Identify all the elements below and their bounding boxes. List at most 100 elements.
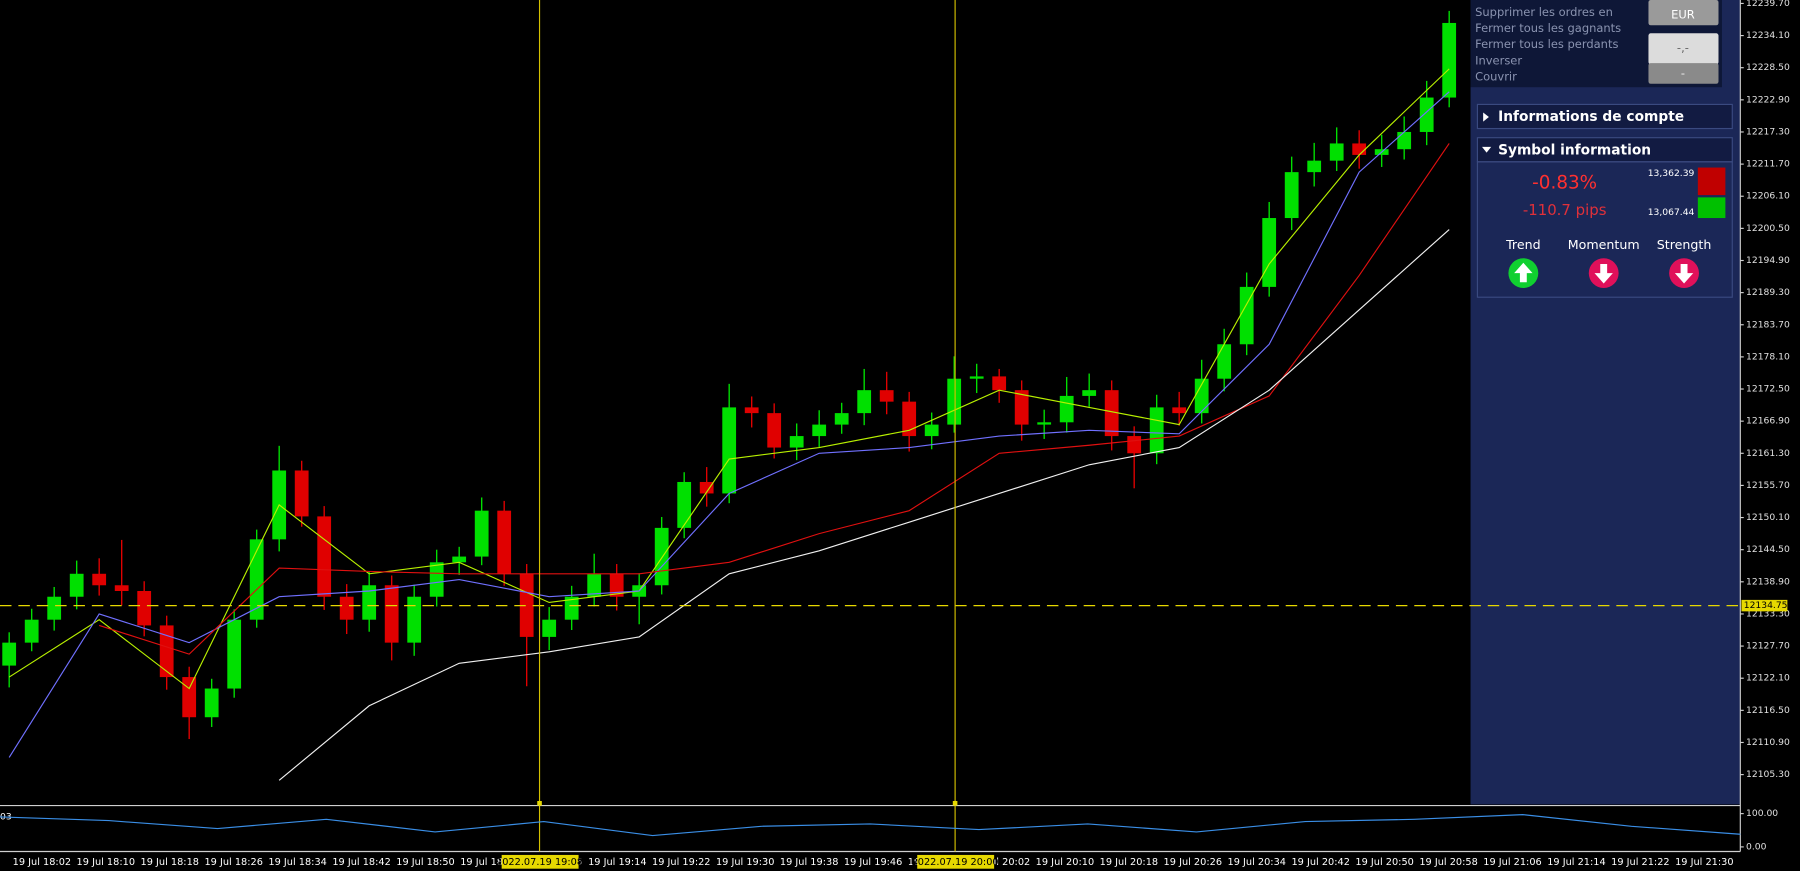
candle-body [654,527,669,586]
x-tick-label: 19 Jul 21:06 [1483,857,1541,868]
candle-body [1127,436,1142,454]
candle-body [429,562,444,597]
arrow-down [1674,263,1694,284]
button[interactable] [1648,63,1719,84]
action[interactable]: Inverser [1475,53,1522,67]
y-tick-label: 12110.90 [1746,737,1790,748]
y-tick-label: 12200.50 [1746,223,1790,234]
candle-body [677,481,692,528]
candle-body [1149,407,1164,454]
x-tick-label: 19 Jul 18:26 [204,857,262,868]
arrow-down [1594,263,1613,284]
candle-body [1419,97,1434,132]
candle-body [204,688,219,718]
y-tick-label: 12155.70 [1746,480,1790,491]
indicator-name: Strength [1657,237,1712,252]
candle-body [1352,143,1367,155]
marker-dot [537,800,542,806]
moving-average [8,91,1450,758]
x-tick-label: 19 Jul 19:22 [652,857,710,868]
candle-body [542,619,557,637]
marker-label: 2022.07.19 20:00 [912,857,999,868]
candle-body [249,539,264,620]
candle-body [1329,143,1344,161]
candle-body [519,573,534,637]
candle-body [47,596,62,620]
indicator-tick-label: 100.00 [1746,808,1778,819]
section-title[interactable]: Informations de compte [1498,109,1684,125]
x-tick-label: 19 Jul 20:42 [1291,857,1349,868]
y-tick-label: 12189.30 [1746,287,1790,298]
x-tick-label: 19 Jul 18:34 [268,857,326,868]
moving-average [278,229,1450,781]
candle-body [69,573,84,597]
y-tick-label: 12166.90 [1746,416,1790,427]
x-tick-label: 19 Jul 19:14 [588,857,646,868]
y-tick-label: 12222.90 [1746,94,1790,105]
section-header[interactable] [1476,103,1733,130]
moving-average [99,143,1450,655]
candle-body [114,585,129,591]
high-swatch [1697,167,1726,196]
marker-box [501,854,579,869]
action[interactable]: Fermer tous les perdants [1475,37,1618,51]
x-tick-label: 19 Jul 21:22 [1611,857,1669,868]
x-tick-label: 19 Jul 20:34 [1228,857,1286,868]
candle-body [474,510,489,557]
y-tick-label: 12133.30 [1746,608,1790,619]
x-tick-label: 19 Jul 19:46 [844,857,902,868]
y-tick-label: 12116.50 [1746,705,1790,716]
candle-body [1239,286,1254,345]
indicator-line [0,814,1741,837]
button-label[interactable]: EUR [1671,7,1695,21]
candle-body [24,619,39,643]
candle-body [587,573,602,597]
x-tick-label: 19 Jul 18:10 [77,857,135,868]
action[interactable]: Fermer tous les gagnants [1475,21,1621,35]
x-tick-label: 19 Jul 20:02 [972,857,1030,868]
candle-body [339,596,354,620]
marker-dot [952,800,958,806]
current-price-label: 12134.75 [1744,600,1788,611]
x-tick-label: 19 Jul 20:26 [1164,857,1222,868]
button-label[interactable]: -,- [1677,41,1689,55]
x-tick-label: 19 Jul 18:18 [141,857,199,868]
high-price: 13,362.39 [1648,168,1695,179]
x-tick-label: 19 Jul 20:58 [1419,857,1477,868]
marker-box [917,854,995,869]
action[interactable]: Couvrir [1475,69,1517,83]
candle-body [1307,160,1322,173]
y-tick-label: 12172.50 [1746,384,1790,395]
candle-body [317,516,332,597]
pips: -110.7 pips [1523,201,1607,219]
candle-body [1082,390,1097,396]
collapse-icon [1482,146,1492,153]
x-tick-label: 19 Jul 18:50 [396,857,454,868]
candle-body [609,573,624,597]
side-panel [1470,0,1741,805]
candle-body [1262,218,1277,287]
candle-body [857,390,872,414]
change: -0.83% [1532,173,1597,194]
candle-body [767,413,782,448]
section-header[interactable] [1476,137,1733,163]
candle-body [1194,378,1209,414]
candle-body [497,510,512,574]
y-tick-label: 12161.30 [1746,448,1790,459]
low-price: 13,067.44 [1648,207,1695,218]
button[interactable] [1648,33,1719,65]
action[interactable]: Supprimer les ordres en [1475,5,1613,19]
y-tick-label: 12105.30 [1746,769,1790,780]
x-tick-label: 19 Jul 21:30 [1675,857,1733,868]
button-label[interactable]: - [1681,66,1685,80]
x-tick-label: 19 Jul 18:42 [332,857,390,868]
candle-body [744,407,759,414]
y-tick-label: 12206.10 [1746,191,1790,202]
button[interactable] [1648,0,1719,26]
candle-body [924,424,939,437]
section-title[interactable]: Symbol information [1498,142,1651,158]
indicator-tick-label: 0.00 [1746,841,1767,852]
candle-body [1037,422,1052,425]
candle-body [182,677,197,718]
